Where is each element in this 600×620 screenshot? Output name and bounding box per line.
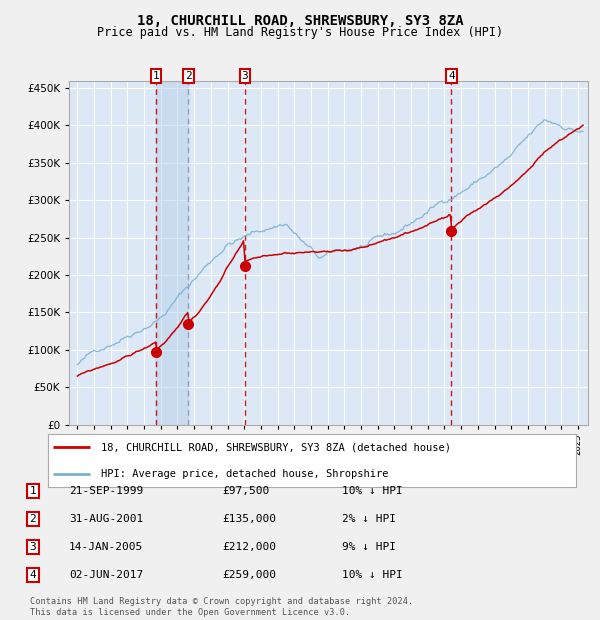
Text: 18, CHURCHILL ROAD, SHREWSBURY, SY3 8ZA: 18, CHURCHILL ROAD, SHREWSBURY, SY3 8ZA — [137, 14, 463, 28]
Text: Price paid vs. HM Land Registry's House Price Index (HPI): Price paid vs. HM Land Registry's House … — [97, 26, 503, 39]
Text: 1: 1 — [29, 486, 37, 496]
Text: 2: 2 — [29, 514, 37, 524]
Bar — [156, 81, 188, 425]
Text: 02-JUN-2017: 02-JUN-2017 — [69, 570, 143, 580]
Text: 1: 1 — [153, 71, 160, 81]
Text: 14-JAN-2005: 14-JAN-2005 — [69, 542, 143, 552]
Text: 18, CHURCHILL ROAD, SHREWSBURY, SY3 8ZA (detached house): 18, CHURCHILL ROAD, SHREWSBURY, SY3 8ZA … — [101, 442, 451, 452]
Text: £212,000: £212,000 — [222, 542, 276, 552]
Text: £97,500: £97,500 — [222, 486, 269, 496]
Text: £259,000: £259,000 — [222, 570, 276, 580]
Text: 9% ↓ HPI: 9% ↓ HPI — [342, 542, 396, 552]
Text: 4: 4 — [448, 71, 455, 81]
Text: 3: 3 — [29, 542, 37, 552]
Text: Contains HM Land Registry data © Crown copyright and database right 2024.
This d: Contains HM Land Registry data © Crown c… — [30, 598, 413, 617]
Text: 31-AUG-2001: 31-AUG-2001 — [69, 514, 143, 524]
Text: 21-SEP-1999: 21-SEP-1999 — [69, 486, 143, 496]
Text: 4: 4 — [29, 570, 37, 580]
Text: 10% ↓ HPI: 10% ↓ HPI — [342, 486, 403, 496]
Text: 2: 2 — [185, 71, 192, 81]
Text: HPI: Average price, detached house, Shropshire: HPI: Average price, detached house, Shro… — [101, 469, 388, 479]
Text: 3: 3 — [242, 71, 248, 81]
Text: £135,000: £135,000 — [222, 514, 276, 524]
Text: 10% ↓ HPI: 10% ↓ HPI — [342, 570, 403, 580]
Text: 2% ↓ HPI: 2% ↓ HPI — [342, 514, 396, 524]
